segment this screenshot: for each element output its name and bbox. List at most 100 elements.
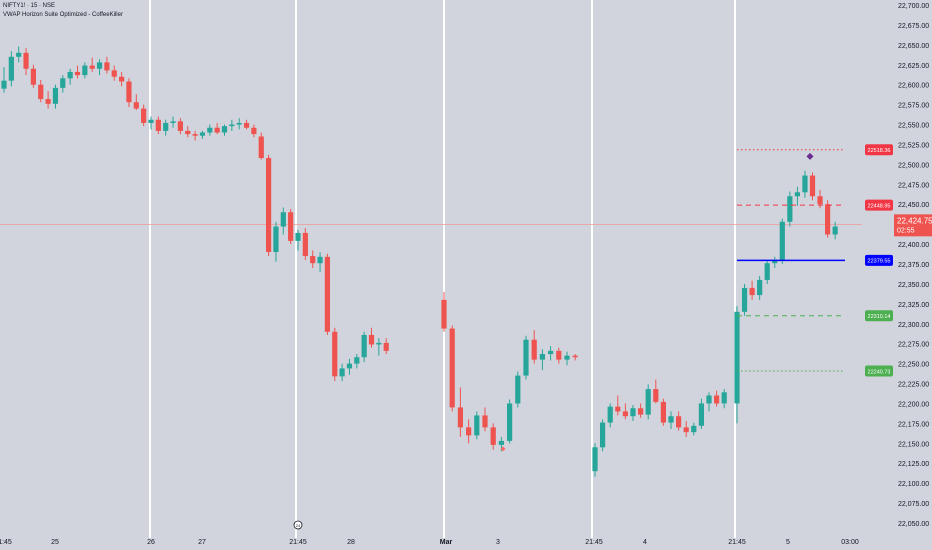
y-tick-label: 22,625.00	[898, 63, 929, 70]
candle-up	[295, 232, 301, 241]
candle-down	[23, 52, 29, 69]
y-tick-label: 22,075.00	[898, 501, 929, 508]
candle-up	[787, 196, 793, 222]
candle-up	[96, 62, 103, 69]
symbol-title[interactable]: NIFTY1! · 15 · NSE	[3, 3, 56, 9]
y-tick-label: 22,600.00	[898, 83, 929, 90]
candle-up	[507, 403, 513, 441]
candle-up	[221, 126, 228, 133]
candle-up	[523, 339, 529, 376]
candle-down	[288, 212, 294, 241]
candle-down	[126, 81, 132, 103]
session-24h-icon	[293, 520, 303, 530]
candle-up	[8, 56, 14, 81]
candle-up	[163, 122, 169, 131]
y-tick-label: 22,525.00	[898, 142, 929, 149]
y-tick-label: 22,475.00	[898, 182, 929, 189]
candle-down	[192, 134, 198, 136]
candle-up	[474, 415, 480, 436]
last-price-value: 22,424.75	[897, 216, 932, 225]
candle-down	[45, 99, 51, 104]
candle-up	[802, 175, 808, 193]
candle-down	[133, 102, 139, 109]
candle-down	[141, 108, 147, 123]
level-label: 22240.73	[868, 369, 891, 375]
candle-down	[89, 65, 95, 69]
candle-up	[170, 121, 176, 123]
candle-down	[383, 342, 389, 351]
y-tick-label: 22,250.00	[898, 362, 929, 369]
candle-down	[653, 389, 659, 402]
candle-up	[607, 406, 613, 423]
y-tick-label: 22,050.00	[898, 521, 929, 528]
candle-down	[266, 158, 272, 253]
candle-down	[817, 196, 823, 205]
signal-marker-top	[806, 152, 814, 160]
candle-up	[741, 287, 748, 312]
y-tick-label: 22,675.00	[898, 23, 929, 30]
candle-up	[148, 119, 154, 123]
candle-up	[339, 368, 345, 377]
candle-down	[466, 427, 472, 436]
candle-up	[199, 132, 206, 136]
candle-down	[258, 136, 264, 159]
candle-down	[368, 334, 375, 345]
candle-down	[214, 127, 220, 133]
x-tick-label: 25	[51, 539, 59, 546]
x-tick-label: 1:45	[0, 539, 12, 546]
candle-down	[332, 331, 338, 377]
candle-down	[155, 119, 161, 131]
candle-down	[490, 427, 496, 445]
level-label: 22518.36	[868, 148, 891, 154]
candle-up	[515, 375, 521, 404]
candle-up	[691, 425, 697, 433]
candle-down	[324, 256, 330, 332]
candle-up	[592, 447, 598, 472]
y-tick-label: 22,700.00	[898, 3, 929, 10]
candle-down	[638, 408, 644, 415]
y-tick-label: 22,500.00	[898, 162, 929, 169]
candle-up	[564, 355, 570, 360]
candle-up	[757, 279, 763, 296]
y-tick-label: 22,225.00	[898, 382, 929, 389]
candle-up	[280, 212, 286, 227]
candle-up	[354, 357, 360, 364]
candle-down	[177, 121, 183, 131]
x-tick-label: 3	[496, 539, 500, 546]
candle-down	[825, 204, 831, 235]
candle-down	[185, 130, 191, 135]
level-label-bg	[865, 310, 893, 322]
y-tick-label: 22,125.00	[898, 461, 929, 468]
candle-up	[600, 422, 606, 448]
candle-down	[74, 71, 81, 76]
candle-down	[441, 299, 447, 329]
candle-down	[683, 427, 689, 433]
candle-down	[749, 287, 755, 296]
candle-up	[361, 334, 367, 358]
candle-down	[676, 416, 682, 428]
y-tick-label: 22,400.00	[898, 242, 929, 249]
candle-up	[82, 65, 88, 76]
candle-down	[615, 406, 621, 412]
candle-down	[572, 355, 578, 358]
candle-down	[714, 395, 720, 404]
candle-up	[498, 440, 504, 445]
candle-up	[668, 416, 674, 423]
y-tick-label: 22,325.00	[898, 302, 929, 309]
candle-up	[721, 392, 727, 404]
candle-up	[706, 395, 712, 404]
x-tick-label: 26	[147, 539, 155, 546]
indicator-title[interactable]: VWAP Horizon Suite Optimized - CoffeeKil…	[3, 12, 123, 18]
y-tick-label: 22,300.00	[898, 322, 929, 329]
candle-down	[809, 175, 816, 197]
y-tick-label: 22,275.00	[898, 342, 929, 349]
candle-down	[622, 411, 628, 417]
level-label-bg	[865, 254, 893, 266]
candle-up	[764, 263, 770, 280]
candle-up	[60, 78, 66, 88]
y-tick-label: 22,450.00	[898, 202, 929, 209]
candle-down	[449, 328, 455, 408]
candle-down	[531, 339, 537, 360]
